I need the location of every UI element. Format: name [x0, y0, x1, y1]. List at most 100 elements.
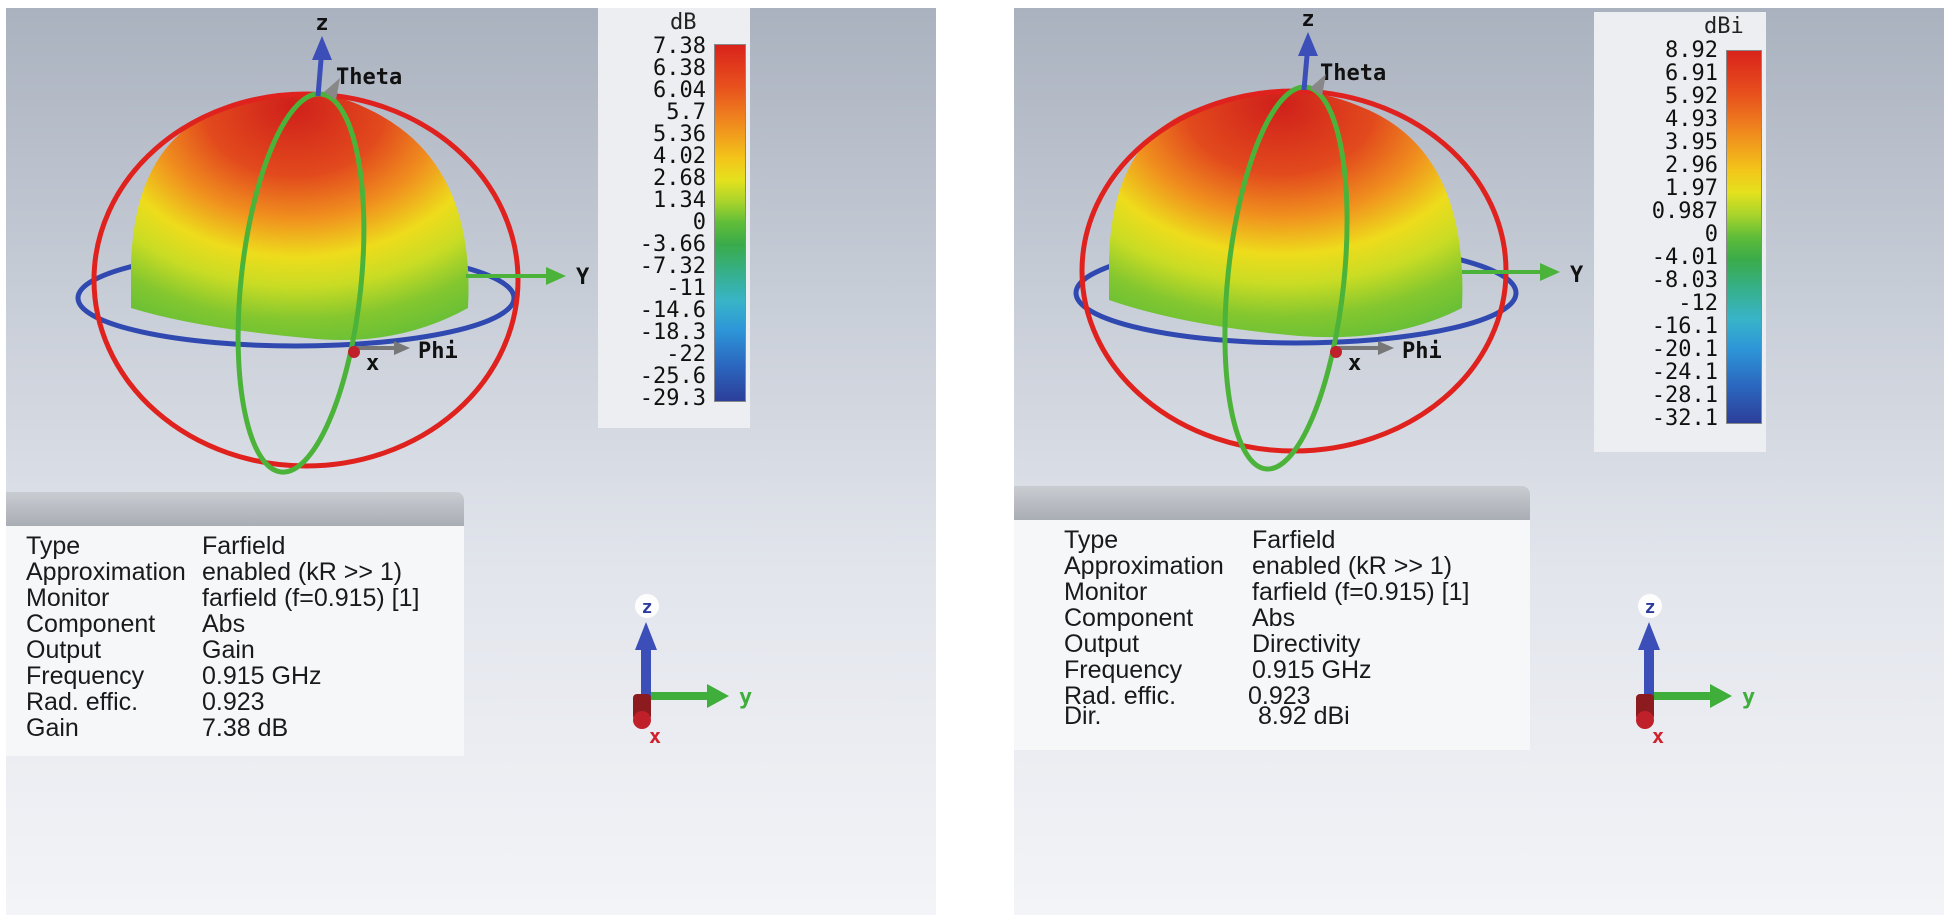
legend-tick: 2.68 [653, 166, 706, 191]
legend-tick: -7.32 [639, 254, 706, 279]
axis-label-x: x [1348, 351, 1361, 376]
legend-tick: 0 [692, 210, 706, 235]
axis-label-theta: Theta [1320, 61, 1386, 86]
legend-tick: 4.02 [653, 144, 706, 169]
colorbar [714, 44, 746, 402]
farfield-view-gain[interactable]: z Theta Y Phi x dB 7.38 6.38 6.04 5.7 5.… [6, 8, 936, 915]
axis-label-x: x [366, 351, 379, 376]
mini-axis-label-y: y [1742, 685, 1755, 710]
info-panel: Type Farfield Approximation enabled (kR … [6, 526, 464, 756]
legend-tick: -18.3 [639, 320, 706, 345]
mini-axis-label-y: y [739, 685, 752, 710]
info-key: Type [26, 532, 81, 560]
info-key: Approximation [26, 558, 186, 586]
legend-tick: -3.66 [639, 232, 706, 257]
info-key: Rad. effic. [26, 688, 139, 716]
legend-tick: 6.04 [653, 78, 706, 103]
info-value: Directivity [1252, 630, 1361, 658]
info-key: Output [26, 636, 102, 664]
y-axis-arrow [546, 267, 566, 285]
legend-tick: 6.38 [653, 56, 706, 81]
info-value: 0.923 [202, 688, 265, 716]
info-panel-tab[interactable] [6, 492, 464, 526]
legend-tick: -12 [1678, 291, 1718, 316]
info-key: Component [1064, 604, 1194, 632]
legend-tick: 7.38 [653, 34, 706, 59]
mini-x-arrow [633, 711, 651, 729]
phi-arrow [1378, 341, 1394, 355]
legend-tick: 2.96 [1665, 153, 1718, 178]
info-panel-tab[interactable] [1014, 486, 1530, 520]
info-key: Monitor [1064, 578, 1148, 606]
theta-circle [91, 91, 521, 469]
info-value: Farfield [202, 532, 286, 560]
farfield-view-directivity[interactable]: z Theta Y Phi x dBi 8.92 6.91 5.92 4.93 … [1014, 8, 1944, 915]
info-key: Output [1064, 630, 1140, 658]
legend-tick: 8.92 [1665, 38, 1718, 63]
color-legend: dBi 8.92 6.91 5.92 4.93 3.95 2.96 1.97 0… [1594, 12, 1766, 452]
radiation-pattern [1109, 91, 1463, 338]
farfield-3d-plot[interactable]: z Theta Y Phi x [6, 8, 936, 915]
info-value: Abs [1252, 604, 1296, 632]
x-axis-origin [348, 346, 360, 358]
mini-x-arrow [1636, 711, 1654, 729]
theta-arrow [324, 78, 340, 100]
info-key: Frequency [1064, 656, 1183, 684]
legend-tick: -8.03 [1651, 268, 1718, 293]
info-key: Approximation [1064, 552, 1224, 580]
legend-tick: -4.01 [1651, 245, 1718, 270]
info-value: 7.38 dB [202, 714, 289, 742]
z-axis-arrow [1298, 32, 1318, 56]
legend-tick: -11 [666, 276, 706, 301]
mini-axis-label-x: x [649, 724, 661, 748]
axis-label-z: z [315, 11, 328, 36]
legend-tick: 5.92 [1665, 84, 1718, 109]
legend-tick: 4.93 [1665, 107, 1718, 132]
info-key: Component [26, 610, 156, 638]
orientation-axes[interactable]: z y x [611, 588, 761, 748]
axis-label-y: Y [576, 265, 590, 290]
y-axis-arrow [1540, 263, 1560, 281]
colorbar [1726, 50, 1762, 424]
legend-tick: 5.36 [653, 122, 706, 147]
info-value: 0.915 GHz [202, 662, 322, 690]
info-value: 0.923 [1248, 682, 1311, 710]
legend-tick: -22 [666, 342, 706, 367]
x-axis-origin [1330, 346, 1342, 358]
legend-tick: -25.6 [639, 364, 706, 389]
axis-label-phi: Phi [1402, 339, 1442, 364]
info-key: Rad. effic. [1064, 682, 1177, 710]
legend-unit: dB [670, 10, 697, 35]
color-legend: dB 7.38 6.38 6.04 5.7 5.36 4.02 2.68 1.3… [598, 8, 750, 428]
info-value: Farfield [1252, 526, 1336, 554]
theta-arrow [1310, 74, 1326, 96]
legend-tick: 3.95 [1665, 130, 1718, 155]
axis-label-y: Y [1570, 263, 1584, 288]
legend-tick: 0.987 [1651, 199, 1718, 224]
legend-tick: 6.91 [1665, 61, 1718, 86]
axis-label-theta: Theta [336, 65, 402, 90]
legend-tick: -32.1 [1651, 406, 1718, 431]
z-axis-arrow [312, 36, 332, 60]
legend-tick: -16.1 [1651, 314, 1718, 339]
orientation-axes[interactable]: z y x [1614, 588, 1774, 748]
radiation-pattern [131, 93, 469, 340]
legend-unit: dBi [1704, 14, 1744, 39]
phi-arrow [394, 341, 410, 355]
info-value: enabled (kR >> 1) [202, 558, 403, 586]
legend-tick: -24.1 [1651, 360, 1718, 385]
mini-axis-label-x: x [1652, 724, 1664, 748]
legend-tick: -20.1 [1651, 337, 1718, 362]
mini-y-arrow [1710, 684, 1732, 708]
info-value: Gain [202, 636, 255, 664]
farfield-3d-plot[interactable]: z Theta Y Phi x [1014, 8, 1944, 915]
info-key: Frequency [26, 662, 145, 690]
info-value: 8.92 dBi [1258, 702, 1350, 730]
mini-y-arrow [707, 684, 729, 708]
mini-z-arrow [1638, 622, 1660, 650]
info-value: farfield (f=0.915) [1] [1252, 578, 1470, 606]
mini-z-arrow [635, 622, 657, 650]
legend-tick: -28.1 [1651, 383, 1718, 408]
legend-tick: -14.6 [639, 298, 706, 323]
legend-tick: 0 [1704, 222, 1718, 247]
